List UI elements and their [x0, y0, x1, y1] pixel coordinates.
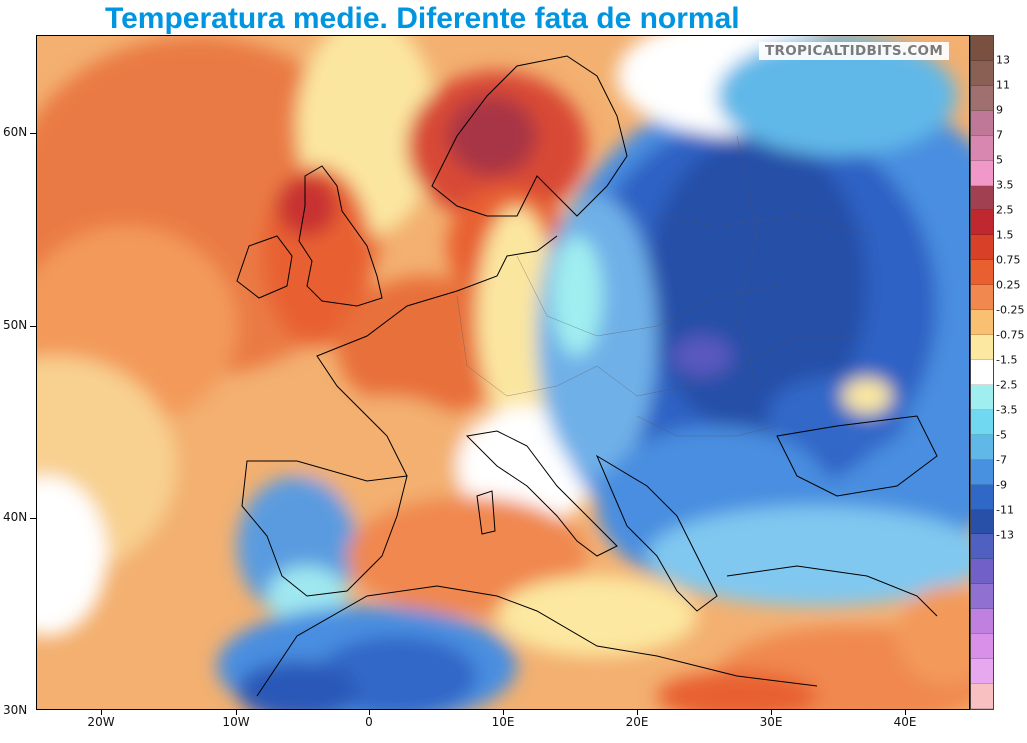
colorbar-cell: [971, 584, 993, 610]
colorbar-label: -7: [996, 453, 1007, 467]
colorbar-label: 0.75: [996, 253, 1021, 267]
colorbar-cell: [971, 384, 993, 410]
colorbar-label: 5: [996, 153, 1003, 167]
colorbar-label: -11: [996, 503, 1014, 517]
y-tick-label: 40N: [3, 510, 28, 524]
x-tick-label: 30E: [759, 715, 783, 729]
colorbar-label: 0.25: [996, 278, 1021, 292]
x-tick-label: 10W: [222, 715, 250, 729]
colorbar-cell: [971, 509, 993, 535]
colorbar-label: -1.5: [996, 353, 1018, 367]
country-borders: [456, 135, 878, 437]
colorbar-cell: [971, 135, 993, 161]
colorbar-cell: [971, 683, 993, 709]
map-title: Temperatura medie. Diferente fata de nor…: [105, 2, 740, 35]
x-tickmark: [771, 710, 772, 715]
colorbar-label: 13: [996, 53, 1010, 67]
x-tickmark: [637, 710, 638, 715]
colorbar-label: 2.5: [996, 203, 1014, 217]
colorbar-cell: [971, 85, 993, 111]
y-tick-label: 60N: [3, 125, 28, 139]
colorbar-label: -3.5: [996, 403, 1018, 417]
x-tickmark: [236, 710, 237, 715]
x-tick-label: 20W: [87, 715, 115, 729]
colorbar-label: 7: [996, 128, 1003, 142]
colorbar-label: 1.5: [996, 228, 1014, 242]
colorbar-cell: [971, 285, 993, 311]
y-tickmark: [30, 326, 36, 327]
x-tickmark: [369, 710, 370, 715]
colorbar-label: -13: [996, 528, 1014, 542]
colorbar-label: 3.5: [996, 178, 1014, 192]
x-tick-label: 10E: [491, 715, 515, 729]
colorbar-cell: [971, 235, 993, 261]
y-tickmark: [30, 133, 36, 134]
y-tick-label: 30N: [3, 703, 28, 717]
colorbar-cell: [971, 559, 993, 585]
colorbar-label: -0.75: [996, 328, 1025, 342]
colorbar-cell: [971, 484, 993, 510]
colorbar-label: -5: [996, 428, 1007, 442]
temperature-anomaly-map: TROPICALTIDBITS.COM: [36, 35, 970, 710]
anomaly-field: [37, 36, 969, 709]
colorbar-cell: [971, 260, 993, 286]
colorbar-label: -9: [996, 478, 1007, 492]
colorbar-cell: [971, 310, 993, 336]
colorbar: [970, 35, 994, 710]
x-tick-label: 20E: [625, 715, 649, 729]
colorbar-cell: [971, 110, 993, 136]
x-tickmark: [905, 710, 906, 715]
watermark: TROPICALTIDBITS.COM: [759, 42, 950, 60]
colorbar-cell: [971, 359, 993, 385]
colorbar-cell: [971, 185, 993, 211]
x-tickmark: [101, 710, 102, 715]
colorbar-cell: [971, 60, 993, 86]
colorbar-cell: [971, 534, 993, 560]
colorbar-cell: [971, 459, 993, 485]
colorbar-label: -2.5: [996, 378, 1018, 392]
x-tickmark: [503, 710, 504, 715]
colorbar-cell: [971, 210, 993, 236]
colorbar-cell: [971, 434, 993, 460]
x-tick-label: 40E: [893, 715, 917, 729]
coastlines: [236, 55, 938, 697]
colorbar-cell: [971, 409, 993, 435]
colorbar-cell: [971, 659, 993, 684]
y-tickmark: [30, 518, 36, 519]
y-tick-label: 50N: [3, 318, 28, 332]
colorbar-cell: [971, 36, 993, 61]
colorbar-cell: [971, 160, 993, 186]
colorbar-label: -0.25: [996, 303, 1025, 317]
colorbar-label: 11: [996, 78, 1010, 92]
colorbar-cell: [971, 609, 993, 635]
colorbar-cell: [971, 335, 993, 360]
colorbar-label: 9: [996, 103, 1003, 117]
x-tick-label: 0: [365, 715, 373, 729]
colorbar-cell: [971, 634, 993, 660]
